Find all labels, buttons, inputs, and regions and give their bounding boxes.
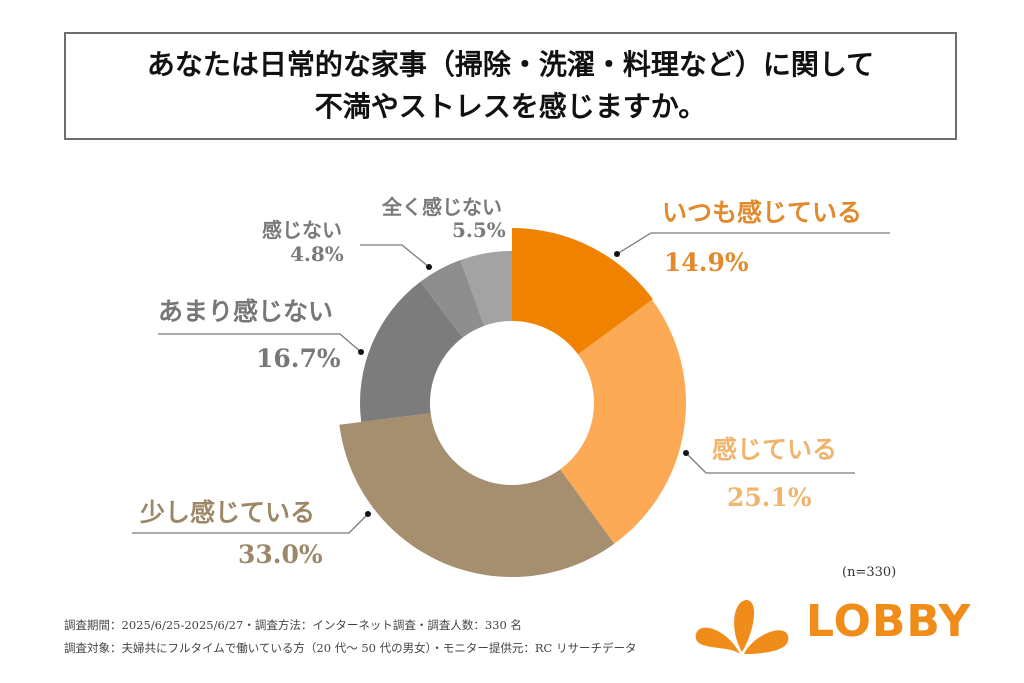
- label-not-feel: 感じない: [262, 214, 342, 243]
- donut-slice: [512, 228, 653, 355]
- leader-dot: [358, 349, 364, 355]
- donut-slice: [360, 281, 463, 423]
- label-always-feel: いつも感じている: [662, 193, 862, 229]
- leader-line: [616, 232, 890, 255]
- title-box: あなたは日常的な家事（掃除・洗濯・料理など）に関して 不満やストレスを感じますか…: [64, 32, 957, 140]
- label-rarely-feel: あまり感じない: [158, 292, 333, 328]
- donut-slice: [420, 259, 485, 338]
- slice-label: いつも感じている: [662, 198, 863, 227]
- label-somewhat-feel: 少し感じている: [140, 493, 315, 529]
- slice-label: 感じている: [712, 435, 838, 464]
- leader-dot: [426, 264, 432, 270]
- value-not-feel: 4.8%: [290, 242, 344, 266]
- slice-value: 33.0%: [238, 540, 323, 569]
- title-line-1: あなたは日常的な家事（掃除・洗濯・料理など）に関して: [146, 48, 875, 81]
- title-line-2: 不満やストレスを感じますか。: [314, 90, 707, 123]
- value-feel: 25.1%: [727, 483, 812, 512]
- lobby-logo: LOBBY: [688, 592, 972, 662]
- leader-line: [132, 513, 369, 534]
- slice-value: 4.8%: [290, 242, 344, 266]
- value-rarely-feel: 16.7%: [256, 344, 341, 373]
- slice-label: あまり感じない: [158, 297, 334, 326]
- leader-line: [360, 244, 430, 268]
- donut-slice: [460, 251, 512, 326]
- value-never-feel: 5.5%: [452, 218, 506, 242]
- logo-text: LOBBY: [806, 596, 972, 647]
- slice-value: 14.9%: [664, 248, 749, 277]
- value-somewhat-feel: 33.0%: [238, 540, 323, 569]
- slice-value: 5.5%: [452, 218, 506, 242]
- footer-line-1: 調査期間：2025/6/25-2025/6/27・調査方法：インターネット調査・…: [64, 618, 522, 632]
- donut-slice: [339, 413, 615, 578]
- leader-line: [685, 452, 855, 474]
- leaf-logo-icon: [695, 600, 789, 654]
- value-always-feel: 14.9%: [664, 248, 749, 277]
- slice-label: 感じない: [262, 218, 342, 242]
- footer-line-2: 調査対象：夫婦共にフルタイムで働いている方（20 代～ 50 代の男女）・モニタ…: [64, 641, 637, 655]
- leader-dot: [365, 511, 371, 517]
- slice-label: 全く感じない: [382, 195, 502, 219]
- slice-label: 少し感じている: [140, 498, 316, 527]
- slice-value: 16.7%: [256, 344, 341, 373]
- leader-dot: [614, 251, 620, 257]
- label-never-feel: 全く感じない: [382, 191, 502, 220]
- leader-dot: [683, 450, 689, 456]
- leader-line: [158, 333, 362, 353]
- sample-size: (n=330): [842, 565, 897, 580]
- label-feel: 感じている: [712, 430, 837, 466]
- slice-value: 25.1%: [727, 483, 812, 512]
- donut-slice: [560, 299, 686, 544]
